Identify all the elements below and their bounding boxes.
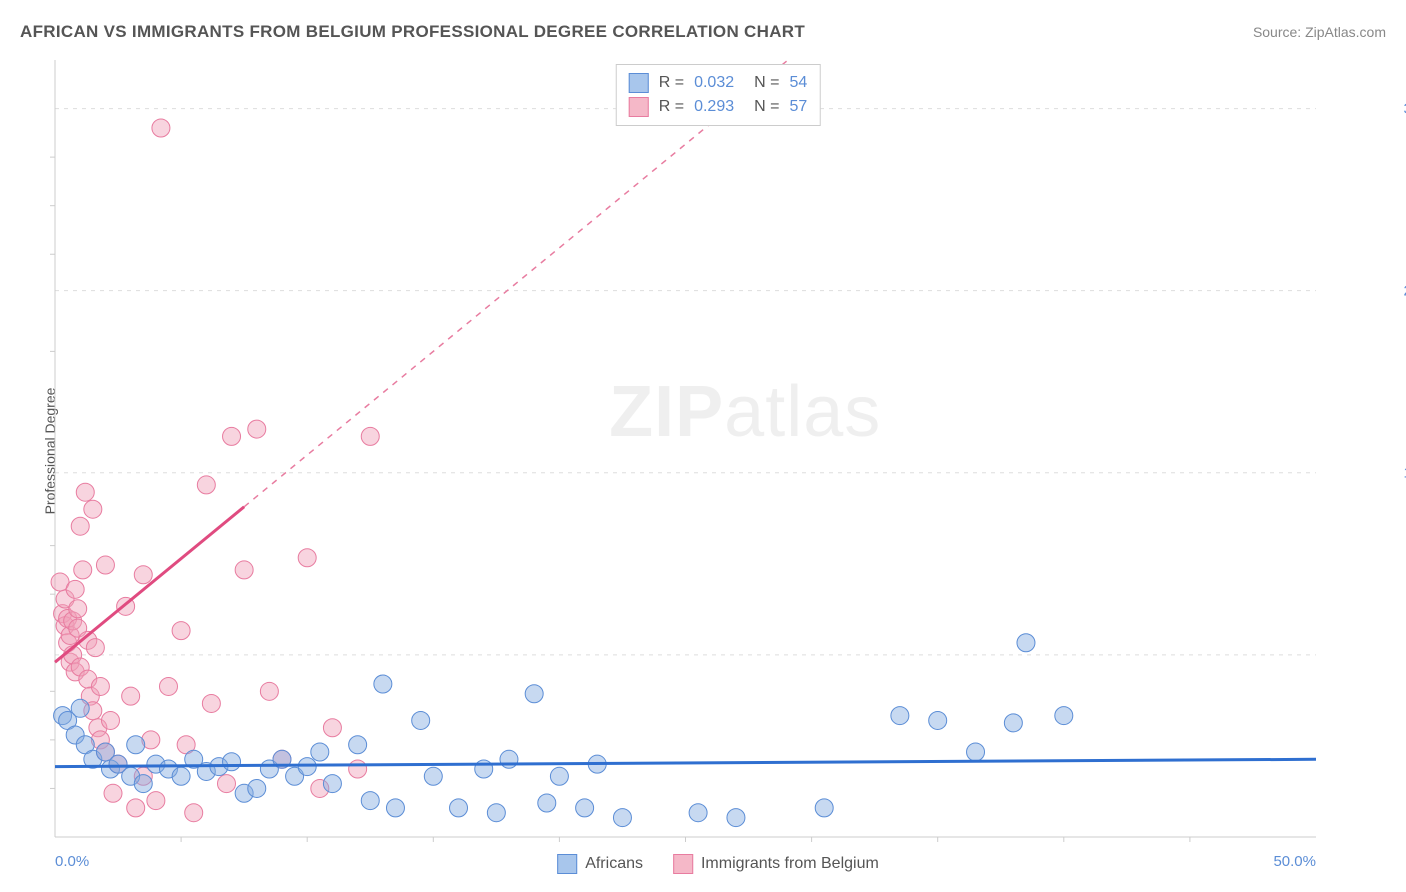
source-attribution: Source: ZipAtlas.com bbox=[1253, 24, 1386, 40]
legend-entry-belgium: Immigrants from Belgium bbox=[673, 854, 879, 874]
legend-row-africans: R = 0.032 N = 54 bbox=[629, 71, 808, 95]
correlation-legend: R = 0.032 N = 54 R = 0.293 N = 57 bbox=[616, 64, 821, 126]
legend-row-belgium: R = 0.293 N = 57 bbox=[629, 95, 808, 119]
x-min-label: 0.0% bbox=[55, 853, 89, 870]
series-legend: Africans Immigrants from Belgium bbox=[557, 854, 879, 874]
legend-swatch-blue bbox=[629, 73, 649, 93]
chart-header: AFRICAN VS IMMIGRANTS FROM BELGIUM PROFE… bbox=[20, 22, 1386, 42]
x-max-label: 50.0% bbox=[1273, 853, 1316, 870]
legend-swatch-pink bbox=[629, 97, 649, 117]
legend-swatch-pink bbox=[673, 854, 693, 874]
chart-area: Professional Degree ZIPatlas R = 0.032 N… bbox=[50, 60, 1386, 842]
legend-swatch-blue bbox=[557, 854, 577, 874]
legend-entry-africans: Africans bbox=[557, 854, 643, 874]
scatter-plot bbox=[50, 60, 1386, 842]
chart-title: AFRICAN VS IMMIGRANTS FROM BELGIUM PROFE… bbox=[20, 22, 805, 42]
